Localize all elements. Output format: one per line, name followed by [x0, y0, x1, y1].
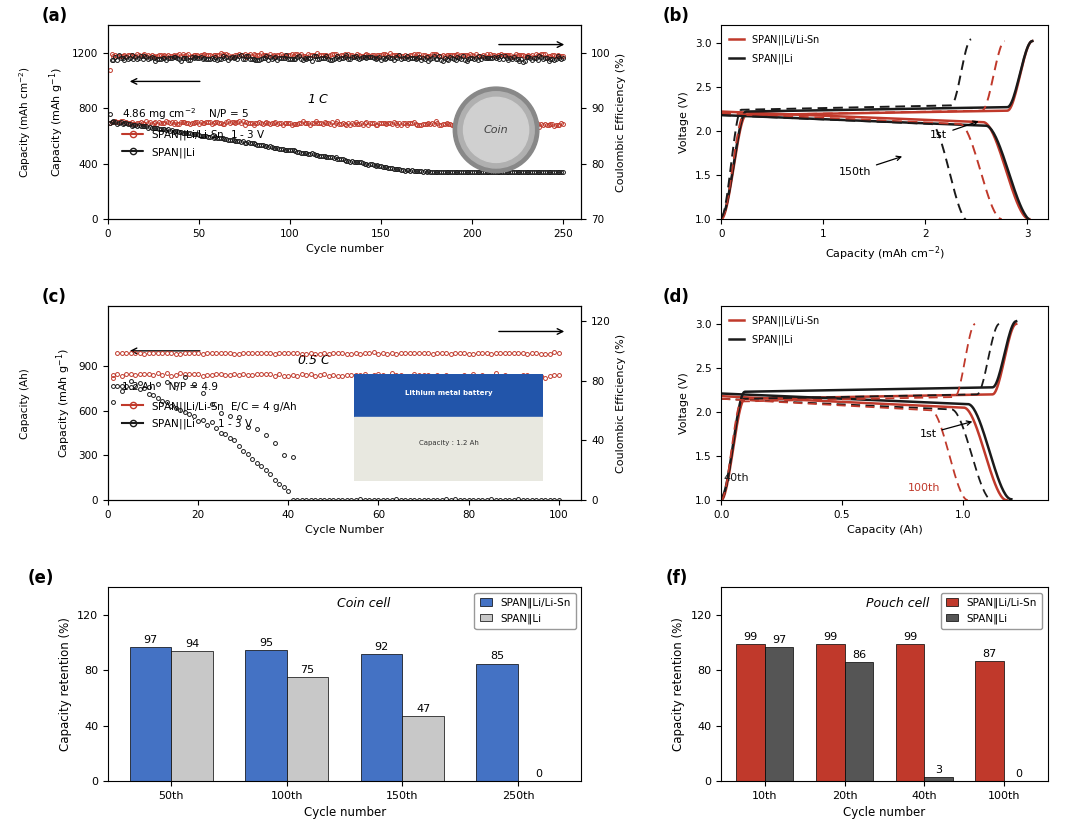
Text: SPAN$||$Li: SPAN$||$Li [150, 145, 195, 160]
Y-axis label: Voltage (V): Voltage (V) [679, 92, 689, 153]
Text: 47: 47 [416, 704, 431, 714]
Text: SPAN$||$Li       1 - 3 V: SPAN$||$Li 1 - 3 V [150, 417, 253, 431]
Text: 1st: 1st [919, 421, 971, 438]
Text: 97: 97 [144, 635, 158, 645]
Text: (d): (d) [662, 288, 689, 307]
Text: Capacity (mAh cm$^{-2}$): Capacity (mAh cm$^{-2}$) [17, 66, 33, 178]
Text: 4.86 mg cm$^{-2}$    N/P = 5: 4.86 mg cm$^{-2}$ N/P = 5 [122, 107, 249, 123]
Bar [845, 662, 874, 781]
Bar [403, 717, 444, 781]
Text: (a): (a) [42, 8, 68, 25]
Legend: SPAN$||$Li/Li-Sn, SPAN$||$Li: SPAN$||$Li/Li-Sn, SPAN$||$Li [726, 311, 824, 349]
Text: SPAN$||$Li/Li-Sn  E/C = 4 g/Ah: SPAN$||$Li/Li-Sn E/C = 4 g/Ah [150, 400, 297, 413]
Text: 94: 94 [185, 639, 199, 649]
Bar [765, 647, 794, 781]
Bar [245, 649, 287, 781]
Y-axis label: Coulombic Efficiency (%): Coulombic Efficiency (%) [617, 333, 626, 473]
Text: 95: 95 [259, 638, 273, 648]
Text: 87: 87 [983, 648, 997, 659]
Legend: SPAN‖Li/Li-Sn, SPAN‖Li: SPAN‖Li/Li-Sn, SPAN‖Li [474, 592, 576, 629]
Bar [975, 661, 1004, 781]
Text: 85: 85 [490, 652, 504, 661]
Text: Capacity (Ah): Capacity (Ah) [21, 368, 30, 438]
Bar [895, 644, 924, 781]
Text: 100th: 100th [907, 483, 940, 493]
Legend: SPAN$||$Li/Li-Sn, SPAN$||$Li: SPAN$||$Li/Li-Sn, SPAN$||$Li [726, 30, 824, 69]
Y-axis label: Capacity retention (%): Capacity retention (%) [672, 617, 685, 751]
Bar [737, 644, 765, 781]
Y-axis label: Capacity (mAh g$^{-1}$): Capacity (mAh g$^{-1}$) [54, 349, 73, 458]
X-axis label: Capacity (Ah): Capacity (Ah) [847, 525, 922, 535]
Text: 0: 0 [1015, 769, 1022, 780]
Text: 86: 86 [852, 650, 866, 660]
Text: 99: 99 [903, 632, 917, 642]
Bar [476, 664, 518, 781]
X-axis label: Cycle number: Cycle number [306, 244, 383, 255]
X-axis label: Cycle Number: Cycle Number [306, 525, 384, 535]
Text: (e): (e) [28, 570, 54, 587]
Text: 99: 99 [743, 632, 757, 642]
Y-axis label: Capacity (mAh g$^{-1}$): Capacity (mAh g$^{-1}$) [48, 67, 67, 177]
Legend: SPAN‖Li/Li-Sn, SPAN‖Li: SPAN‖Li/Li-Sn, SPAN‖Li [941, 592, 1042, 629]
Y-axis label: Coulombic Efficiency (%): Coulombic Efficiency (%) [617, 53, 626, 192]
Text: 1.2 Ah    N/P = 4.9: 1.2 Ah N/P = 4.9 [122, 381, 218, 391]
Bar [130, 647, 171, 781]
Text: 99: 99 [823, 632, 837, 642]
X-axis label: Cycle number: Cycle number [843, 806, 926, 820]
Text: 150th: 150th [838, 156, 901, 177]
Text: Coin cell: Coin cell [337, 597, 390, 610]
Bar [171, 651, 213, 781]
Text: 75: 75 [300, 665, 314, 675]
Bar [287, 677, 328, 781]
X-axis label: Cycle number: Cycle number [303, 806, 386, 820]
Text: 97: 97 [772, 635, 786, 645]
Text: 0.5 $C$: 0.5 $C$ [297, 354, 332, 367]
Y-axis label: Voltage (V): Voltage (V) [679, 372, 689, 434]
Text: 1st: 1st [930, 121, 977, 140]
Y-axis label: Capacity retention (%): Capacity retention (%) [58, 617, 71, 751]
Text: (c): (c) [42, 288, 67, 307]
Text: 3: 3 [935, 765, 942, 775]
Text: (b): (b) [662, 8, 689, 25]
Text: 1 $C$: 1 $C$ [307, 92, 329, 106]
Text: Pouch cell: Pouch cell [866, 597, 929, 610]
Text: 40th: 40th [724, 473, 750, 483]
Bar [361, 654, 403, 781]
Bar [924, 777, 953, 781]
Text: (f): (f) [665, 570, 688, 587]
X-axis label: Capacity (mAh cm$^{-2}$): Capacity (mAh cm$^{-2}$) [824, 244, 944, 263]
Text: 0: 0 [536, 769, 542, 780]
Text: 92: 92 [375, 642, 389, 652]
Text: SPAN$||$Li/Li-Sn  1 - 3 V: SPAN$||$Li/Li-Sn 1 - 3 V [150, 129, 266, 142]
Bar [815, 644, 845, 781]
